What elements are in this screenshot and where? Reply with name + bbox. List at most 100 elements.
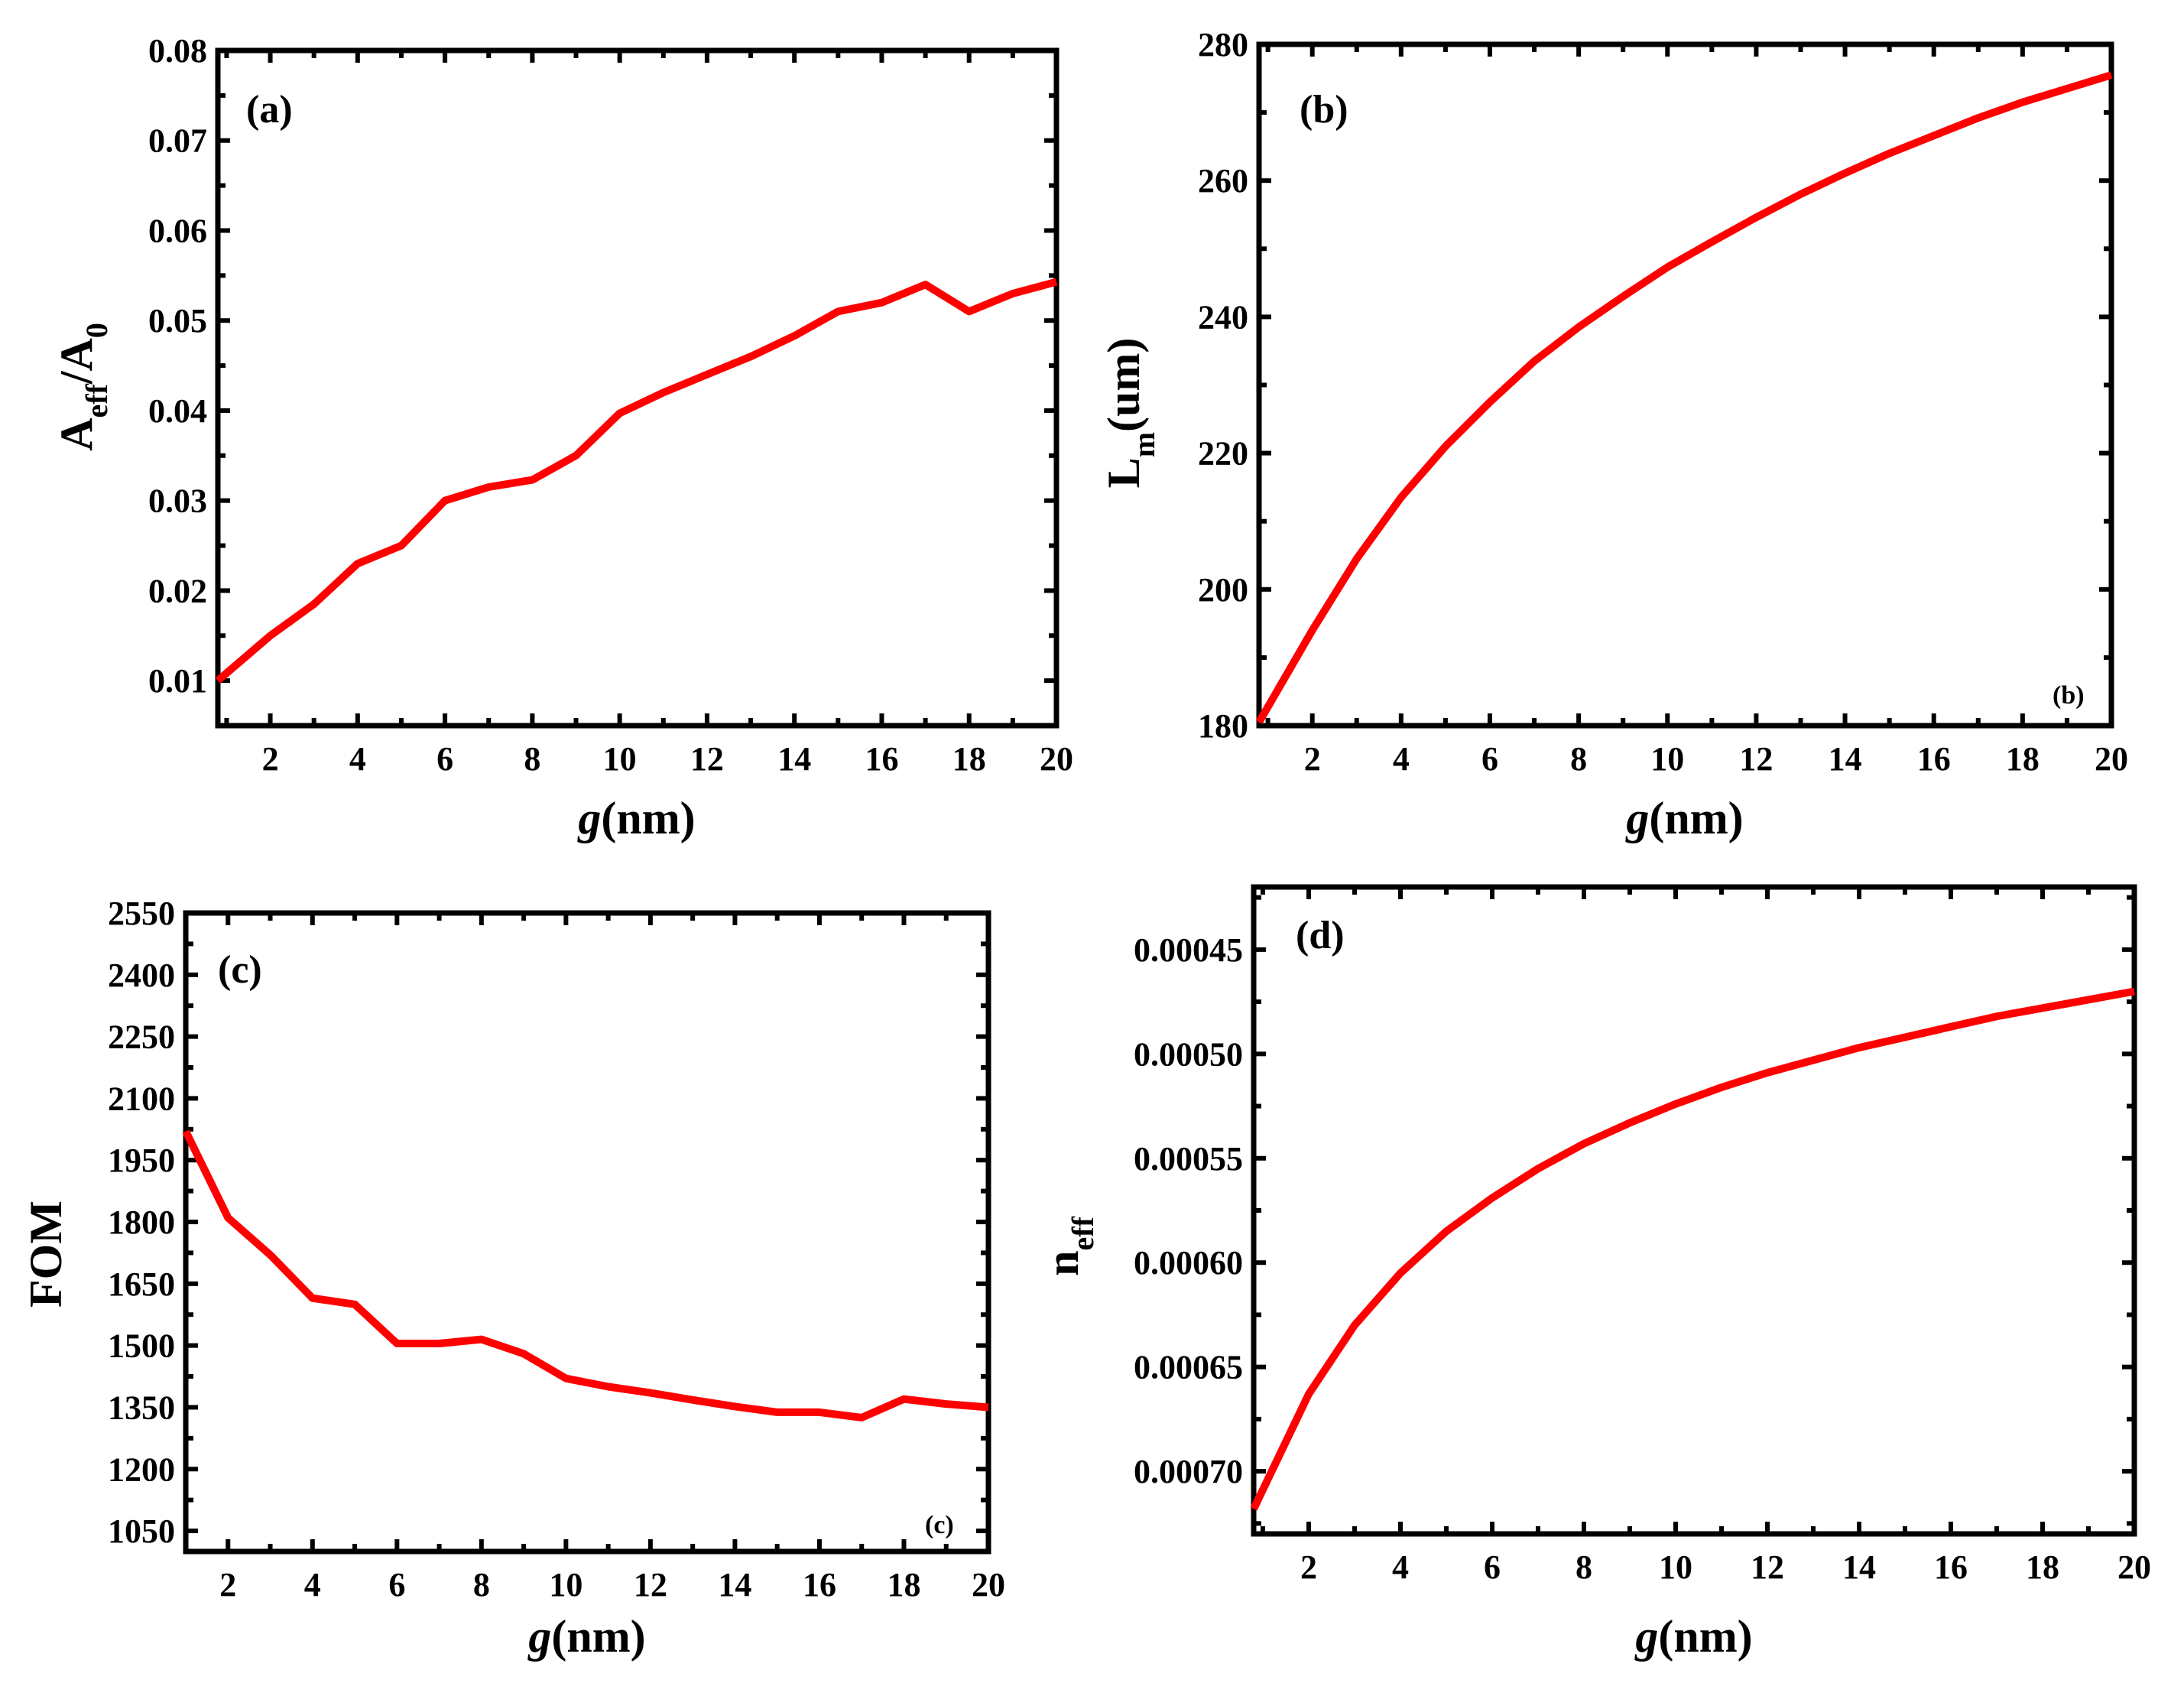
- panel-c-x-tick-label: 10: [549, 1566, 583, 1603]
- panel-c-x-ticks: 2 4 6 8 10 12 14 16 18 20: [183, 913, 1005, 1603]
- panel-a-y-tick-label: 0.07: [148, 122, 207, 160]
- panel-d-y-tick-label: 0.00060: [1134, 1244, 1243, 1282]
- panel-a-x-tick-label: 12: [690, 740, 724, 778]
- panel-b-x-tick-label: 10: [1650, 740, 1684, 778]
- panel-c-y-tick-label: 1350: [108, 1389, 175, 1426]
- panel-c-label: (c): [218, 948, 262, 992]
- panel-b-x-axis-title-italic: g: [1624, 793, 1649, 843]
- panel-d-x-axis-title: g(nm): [1634, 1611, 1752, 1662]
- panel-c-x-tick-label: 2: [219, 1566, 236, 1603]
- panel-c-x-axis-title: g(nm): [527, 1611, 645, 1662]
- panel-c-x-tick-label: 4: [304, 1566, 321, 1603]
- panel-b-y-axis-title-rest: (um): [1098, 338, 1149, 432]
- panel-b-y-tick-label: 200: [1198, 571, 1248, 609]
- panel-a-y-axis-title-sub2: 0: [80, 323, 114, 338]
- panel-d-x-axis-title-rest: (nm): [1658, 1611, 1752, 1662]
- panel-d-label: (d): [1296, 914, 1345, 957]
- panel-d-y-axis-title: neff: [1037, 1216, 1100, 1275]
- panel-a-x-tick-label: 2: [262, 740, 279, 778]
- panel-c-corner-label: (c): [925, 1511, 954, 1539]
- panel-d-series: [1250, 987, 2135, 1511]
- panel-a-label: (a): [246, 88, 293, 132]
- panel-d-x-tick-label: 16: [1934, 1548, 1968, 1586]
- panel-d-y-tick-label: 0.00055: [1134, 1140, 1243, 1178]
- panel-b-y-axis-title-main: L: [1098, 457, 1149, 488]
- panel-a-x-tick-label: 10: [603, 740, 637, 778]
- panel-b-x-tick-label: 8: [1570, 740, 1587, 778]
- panel-a-y-tick-label: 0.01: [148, 662, 207, 700]
- panel-a-y-axis-title-main: A: [51, 418, 102, 451]
- panel-b-y-axis-title: Lm(um): [1098, 338, 1161, 489]
- panel-a-x-tick-label: 4: [349, 740, 366, 778]
- panel-b-y-tick-label: 240: [1198, 298, 1248, 336]
- panel-c-x-axis-title-rest: (nm): [551, 1611, 645, 1662]
- panel-d-x-tick-label: 14: [1842, 1548, 1876, 1586]
- panel-b-x-tick-label: 2: [1304, 740, 1321, 778]
- panel-d-x-tick-label: 20: [2117, 1548, 2151, 1586]
- panel-c-x-tick-label: 14: [718, 1566, 751, 1603]
- panel-c-y-ticks: 1050 1200 1350 1500 1650 1800 1950 2100 2250 2400…: [108, 895, 988, 1550]
- panel-d-frame: [1251, 884, 2137, 1537]
- panel-a-y-tick-label: 0.02: [148, 572, 207, 609]
- panel-d: 2 4 6 8 10 12 14 16 18 20 0.000450.000500.000550.…: [1037, 884, 2151, 1662]
- panel-c-y-tick-label: 2100: [108, 1080, 175, 1117]
- panel-d-y-axis-title-main: n: [1037, 1251, 1088, 1276]
- panel-c-x-tick-label: 18: [887, 1566, 920, 1603]
- panel-d-y-axis-title-sub: eff: [1066, 1216, 1100, 1250]
- panel-a-x-tick-label: 18: [952, 740, 986, 778]
- panel-c-y-tick-label: 1800: [108, 1204, 175, 1241]
- panel-b-x-tick-label: 16: [1917, 740, 1951, 778]
- panel-c-y-axis-title: FOM: [21, 1201, 71, 1308]
- panel-c: 2 4 6 8 10 12 14 16 18 20 1050 1200 1350 1500 1650 180…: [21, 895, 1005, 1662]
- panel-c-y-tick-label: 1650: [108, 1265, 175, 1303]
- panel-d-y-tick-label: 0.00045: [1134, 931, 1243, 969]
- panel-b-y-axis-title-sub: m: [1127, 432, 1161, 457]
- panel-a-y-axis-title-sub: eff: [80, 383, 114, 418]
- panel-b-x-tick-label: 12: [1739, 740, 1773, 778]
- panel-d-x-tick-label: 12: [1751, 1548, 1784, 1586]
- panel-b-x-tick-label: 18: [2006, 740, 2040, 778]
- panel-a-series-line: [215, 278, 1058, 684]
- panel-d-y-tick-label: 0.00065: [1134, 1349, 1243, 1386]
- panel-c-x-axis-title-italic: g: [527, 1611, 551, 1662]
- panel-a-x-tick-label: 8: [524, 740, 540, 778]
- panel-c-x-tick-label: 20: [972, 1566, 1005, 1603]
- panel-c-y-tick-label: 1050: [108, 1512, 175, 1550]
- panel-b-x-tick-label: 6: [1481, 740, 1498, 778]
- panel-d-x-tick-label: 10: [1659, 1548, 1692, 1586]
- panel-d-x-axis-title-italic: g: [1634, 1611, 1658, 1662]
- panel-c-x-tick-label: 12: [634, 1566, 667, 1603]
- panel-c-series-line: [182, 1129, 989, 1421]
- panel-d-x-tick-label: 4: [1392, 1548, 1409, 1586]
- panel-a-y-axis-title: Aeff/A0: [51, 323, 114, 451]
- panel-c-y-tick-label: 1200: [108, 1451, 175, 1488]
- panel-a-series: [215, 278, 1058, 684]
- panel-a-x-axis-title-italic: g: [576, 793, 601, 843]
- panel-a-x-tick-label: 16: [865, 740, 898, 778]
- panel-d-x-tick-label: 2: [1300, 1548, 1317, 1586]
- panel-c-x-tick-label: 6: [388, 1566, 405, 1603]
- panel-a-frame: [215, 47, 1060, 729]
- panel-a-y-tick-label: 0.08: [148, 32, 207, 70]
- panel-d-x-tick-label: 18: [2026, 1548, 2059, 1586]
- panel-a-x-tick-label: 6: [436, 740, 453, 778]
- panel-a-y-ticks: 0.01 0.02 0.03 0.04 0.05 0.06 0.07 0.08: [148, 32, 1056, 728]
- panel-b-x-axis-title-rest: (nm): [1649, 793, 1743, 843]
- panel-a-y-tick-label: 0.04: [148, 392, 207, 430]
- panel-a: 2 4 6 8 10 12 14 16 18 20 0.010.020.030.040.050.0…: [51, 32, 1073, 843]
- panel-d-x-tick-label: 8: [1576, 1548, 1592, 1586]
- panel-c-y-tick-label: 2250: [108, 1019, 175, 1056]
- panel-b-x-axis-title: g(nm): [1624, 793, 1743, 843]
- panel-c-series: [182, 1129, 989, 1421]
- panel-b-frame: [1256, 41, 2114, 729]
- panel-a-y-tick-label: 0.03: [148, 482, 207, 520]
- panel-a-x-axis-title: g(nm): [576, 793, 695, 843]
- panel-d-y-tick-label: 0.00070: [1134, 1453, 1243, 1490]
- panel-b-corner-label: (b): [2053, 681, 2085, 710]
- panel-c-y-tick-label: 2400: [108, 957, 175, 994]
- panel-b-y-tick-label: 220: [1198, 435, 1248, 473]
- panel-d-y-ticks: 0.00045 0.00050 0.00055 0.00060 0.00065 0.000…: [1134, 895, 2134, 1526]
- panel-b-series: [1255, 71, 2113, 725]
